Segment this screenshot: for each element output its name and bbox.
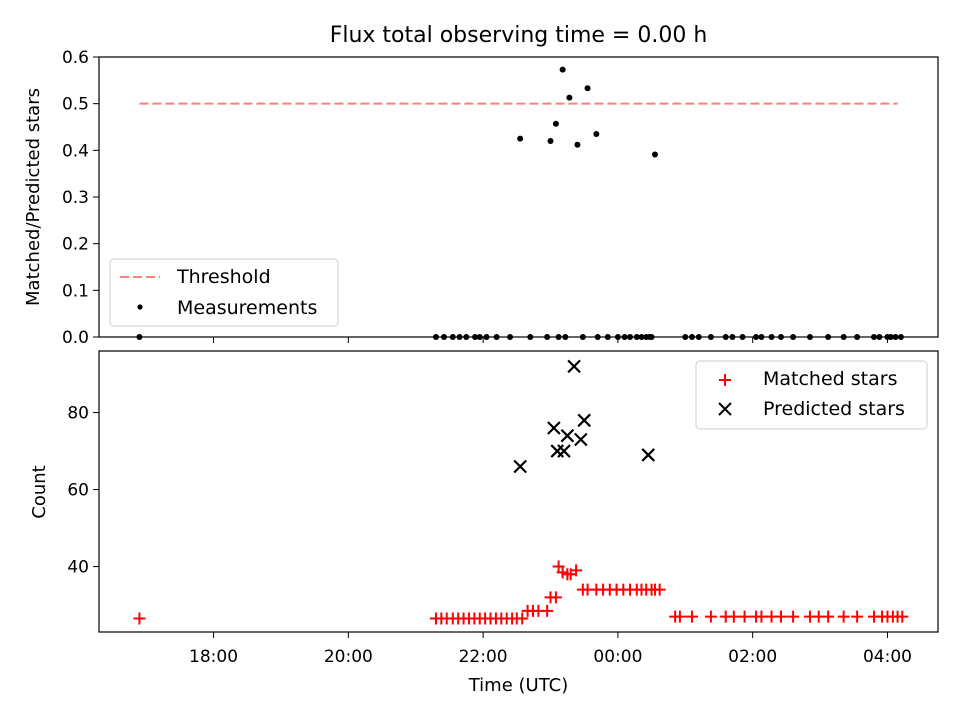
bottom-axes-frame [98,350,939,633]
bottom-y-tick-label: 80 [67,404,89,424]
bottom-x-tick-label: 20:00 [324,647,373,667]
top-axes-frame [98,56,939,338]
matched-star-point [570,564,583,577]
matched-star-point [673,610,686,623]
measurements-legend-label: Measurements [177,297,317,319]
top-y-tick-label: 0.2 [62,235,89,255]
matched-star-point [727,610,740,623]
bottom-y-tick-label: 40 [67,558,89,578]
predicted-star-point [577,413,591,428]
predicted-legend-swatch [718,402,732,416]
x-axis-label: Time (UTC) [468,675,569,696]
matched-star-point [653,583,666,596]
top-y-tick-label: 0.4 [62,141,89,161]
bottom-x-tick-label: 02:00 [728,647,777,667]
measurement-point [593,131,600,137]
top-y-tick-label: 0.5 [62,95,89,115]
measurement-point [559,66,566,73]
predicted-star-point [513,459,527,474]
matched-star-point [516,612,529,625]
matched-legend-swatch [719,374,731,386]
measurement-point [552,120,559,127]
bottom-legend-box [695,360,928,430]
matched-star-point [686,610,699,623]
measurement-point [574,141,581,148]
bottom-legend: Matched stars Predicted stars [695,360,928,430]
matched-star-point [837,610,850,623]
top-y-tick-label: 0.6 [62,48,89,68]
matched-star-point [738,610,751,623]
bottom-x-tick-label: 00:00 [593,647,642,667]
predicted-star-point [641,448,656,462]
measurements-legend-swatch [137,304,143,310]
chart-title: Flux total observing time = 0.00 h [330,23,708,48]
predicted-star-point [567,359,581,374]
matched-legend-label: Matched stars [763,368,897,390]
predicted-legend-label: Predicted stars [763,398,905,420]
measurement-point [547,138,554,144]
bottom-x-tick-label: 22:00 [459,647,508,667]
matched-star-point [896,610,909,623]
measurement-point [566,94,573,101]
matched-star-point [133,612,146,625]
matched-star-point [755,610,768,623]
top-legend: Threshold Measurements [109,258,339,327]
matched-star-point [774,610,787,623]
matched-star-point [541,604,554,617]
matched-star-point [787,610,800,623]
predicted-star-point [547,421,561,435]
predicted-star-point [557,444,571,458]
bottom-y-axis-label: Count [29,465,50,518]
threshold-legend-label: Threshold [176,266,271,288]
matched-star-point [549,591,562,604]
matched-star-point [704,610,717,623]
top-y-axis-label: Matched/Predicted stars [23,88,44,306]
predicted-star-point [574,432,588,447]
top-y-tick-label: 0.3 [62,188,89,208]
ratio-panel: Flux total observing time = 0.00 h Match… [23,23,939,348]
bottom-x-tick-label: 18:00 [189,647,238,667]
measurement-point [517,135,524,142]
matched-star-point [851,610,864,623]
top-y-tick-label: 0.0 [62,328,89,348]
top-legend-box [109,258,339,327]
bottom-x-tick-label: 04:00 [863,647,912,667]
matched-star-point [822,610,835,623]
predicted-star-point [560,428,575,443]
count-panel: Count Time (UTC) 40 60 80 18:00 20:00 22:00 00… [29,350,939,696]
top-y-tick-label: 0.1 [62,281,89,301]
measurement-point [584,85,591,92]
measurement-point [651,151,658,158]
bottom-y-tick-label: 60 [67,481,89,501]
